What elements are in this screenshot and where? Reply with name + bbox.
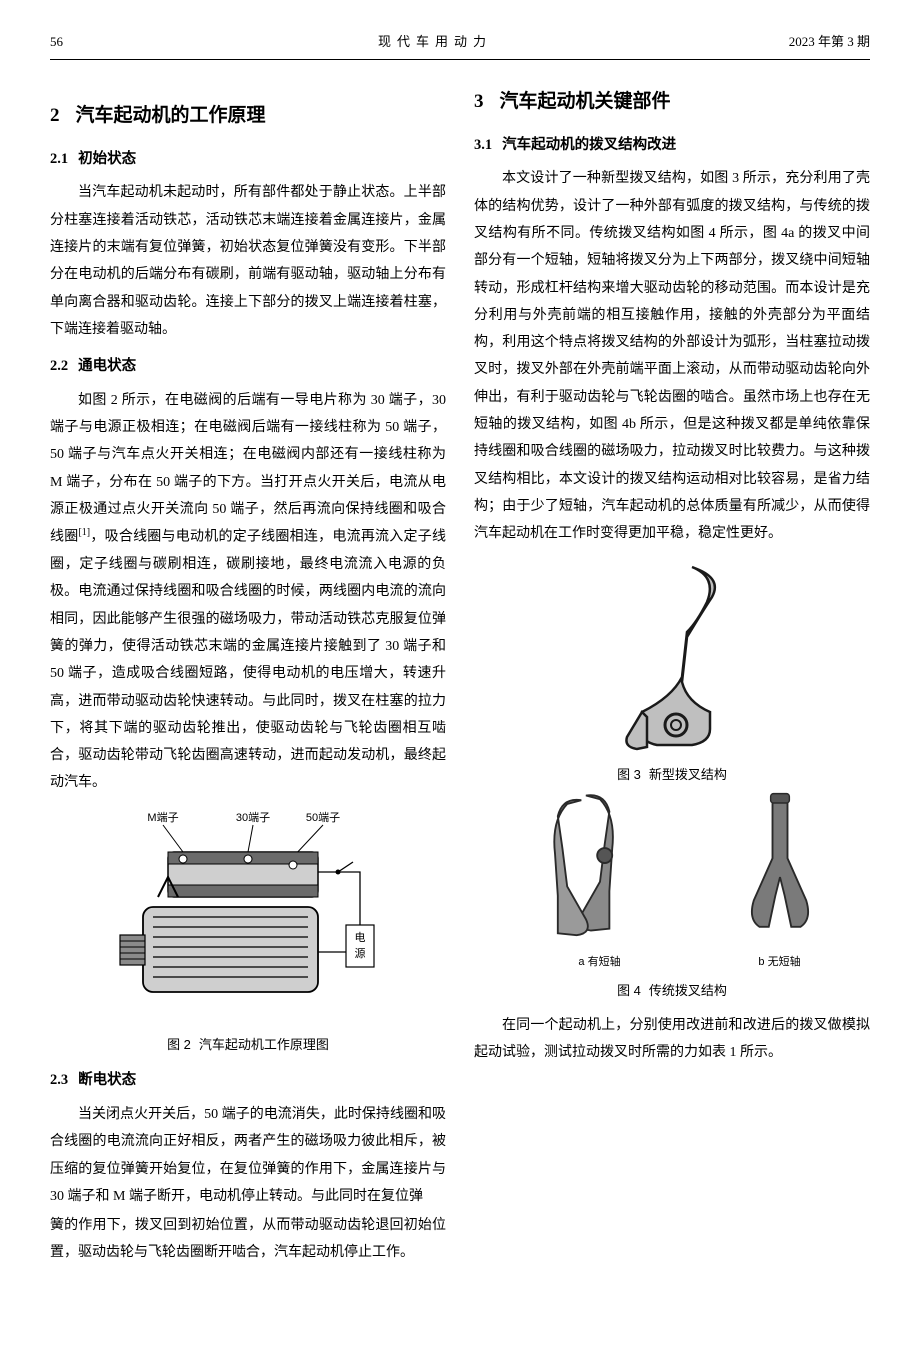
section-2-2-title: 通电状态 xyxy=(78,358,136,374)
figure-2-diagram: M端子 30端子 50端子 xyxy=(108,807,388,1027)
section-2-1-num: 2.1 xyxy=(50,151,68,167)
section-3-1-num: 3.1 xyxy=(474,137,492,153)
figure-4a-label: a 有短轴 xyxy=(515,952,685,973)
section-2-3-heading: 2.3 断电状态 xyxy=(50,1067,446,1095)
section-3-num: 3 xyxy=(474,91,484,112)
section-3-heading: 3 汽车起动机关键部件 xyxy=(474,84,870,120)
section-2-heading: 2 汽车起动机的工作原理 xyxy=(50,98,446,134)
section-2-2-num: 2.2 xyxy=(50,358,68,374)
figure-4-diagram: a 有短轴 b 无短轴 xyxy=(492,798,852,973)
para-3-1: 本文设计了一种新型拨叉结构，如图 3 所示，充分利用了壳体的结构优势，设计了一种… xyxy=(474,165,870,547)
section-3-1-heading: 3.1 汽车起动机的拨叉结构改进 xyxy=(474,132,870,160)
label-power-1: 电 xyxy=(355,931,366,944)
figure-3: 图 3新型拨叉结构 xyxy=(474,557,870,788)
label-30-terminal: 30端子 xyxy=(236,811,270,824)
figure-2: M端子 30端子 50端子 xyxy=(50,807,446,1058)
page-header: 56 现代车用动力 2023 年第 3 期 xyxy=(50,30,870,60)
para-2-2: 如图 2 所示，在电磁阀的后端有一导电片称为 30 端子，30 端子与电源正极相… xyxy=(50,387,446,797)
para-2-3-cont: 簧的作用下，拨叉回到初始位置，从而带动驱动齿轮退回初始位置，驱动齿轮与飞轮齿圈断… xyxy=(50,1212,446,1267)
figure-4-caption: 图 4传统拨叉结构 xyxy=(474,979,870,1004)
figure-4b: b 无短轴 xyxy=(730,788,830,973)
para-2-1: 当汽车起动机未起动时，所有部件都处于静止状态。上半部分柱塞连接着活动铁芯，活动铁… xyxy=(50,179,446,343)
section-2-title: 汽车起动机的工作原理 xyxy=(76,105,266,126)
section-3-1-title: 汽车起动机的拨叉结构改进 xyxy=(502,137,676,153)
label-50-terminal: 50端子 xyxy=(306,811,340,824)
section-2-2-heading: 2.2 通电状态 xyxy=(50,353,446,381)
section-2-num: 2 xyxy=(50,105,60,126)
issue-label: 2023 年第 3 期 xyxy=(760,30,870,55)
label-power-2: 源 xyxy=(355,946,366,960)
section-2-1-title: 初始状态 xyxy=(78,151,136,167)
page-number: 56 xyxy=(50,30,110,55)
section-2-3-num: 2.3 xyxy=(50,1072,68,1088)
figure-3-caption: 图 3新型拨叉结构 xyxy=(474,763,870,788)
figure-3-diagram xyxy=(572,557,772,757)
label-m-terminal: M端子 xyxy=(147,811,178,824)
figure-4b-label: b 无短轴 xyxy=(730,952,830,973)
journal-title: 现代车用动力 xyxy=(110,30,760,55)
figure-4a: a 有短轴 xyxy=(515,788,685,973)
section-3-title: 汽车起动机关键部件 xyxy=(500,91,671,112)
citation-1: [1] xyxy=(78,527,90,538)
para-2-3: 当关闭点火开关后，50 端子的电流消失，此时保持线圈和吸合线圈的电流流向正好相反… xyxy=(50,1101,446,1210)
section-2-1-heading: 2.1 初始状态 xyxy=(50,146,446,174)
figure-4: a 有短轴 b 无短轴 图 4传统拨叉结构 xyxy=(474,798,870,1004)
para-after-fig4: 在同一个起动机上，分别使用改进前和改进后的拨叉做模拟起动试验，测试拉动拨叉时所需… xyxy=(474,1012,870,1067)
section-2-3-title: 断电状态 xyxy=(78,1072,136,1088)
figure-2-caption: 图 2汽车起动机工作原理图 xyxy=(50,1033,446,1058)
two-column-body: 2 汽车起动机的工作原理 2.1 初始状态 当汽车起动机未起动时，所有部件都处于静止… xyxy=(50,84,870,1284)
